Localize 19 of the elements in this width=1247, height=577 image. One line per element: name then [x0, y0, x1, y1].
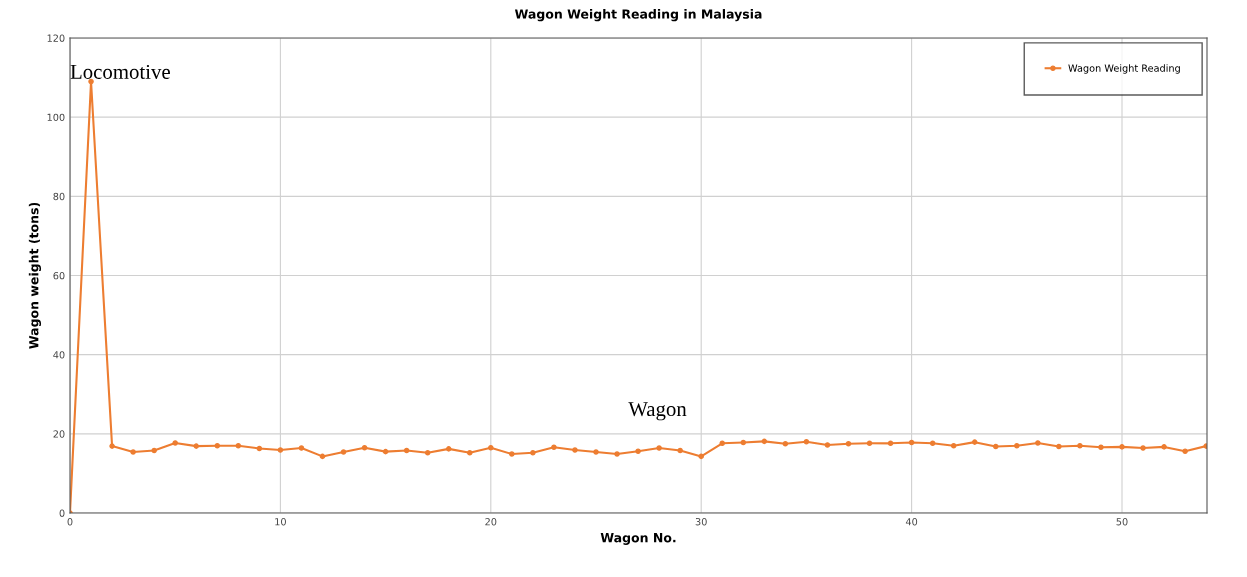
y-tick-label: 40 — [53, 351, 65, 359]
y-tick-label: 100 — [47, 113, 65, 121]
x-tick-label: 50 — [1116, 518, 1128, 526]
chart-title: Wagon Weight Reading in Malaysia — [514, 9, 762, 22]
x-tick-label: 0 — [67, 518, 73, 526]
y-tick-label: 80 — [53, 192, 65, 201]
legend-label: Wagon Weight Reading — [1068, 64, 1180, 74]
y-tick-label: 0 — [59, 509, 65, 517]
x-tick-label: 40 — [905, 518, 918, 526]
annotation: Locomotive — [70, 64, 170, 79]
x-axis-title: Wagon No. — [600, 533, 676, 545]
y-tick-label: 20 — [53, 430, 65, 438]
y-axis-title: Wagon weight (tons) — [28, 202, 42, 349]
x-tick-label: 20 — [485, 518, 497, 526]
annotation: Wagon — [628, 402, 687, 421]
y-tick-label: 120 — [47, 34, 65, 42]
x-tick-label: 30 — [695, 518, 707, 526]
y-tick-label: 60 — [53, 271, 65, 280]
x-tick-label: 10 — [275, 518, 286, 526]
